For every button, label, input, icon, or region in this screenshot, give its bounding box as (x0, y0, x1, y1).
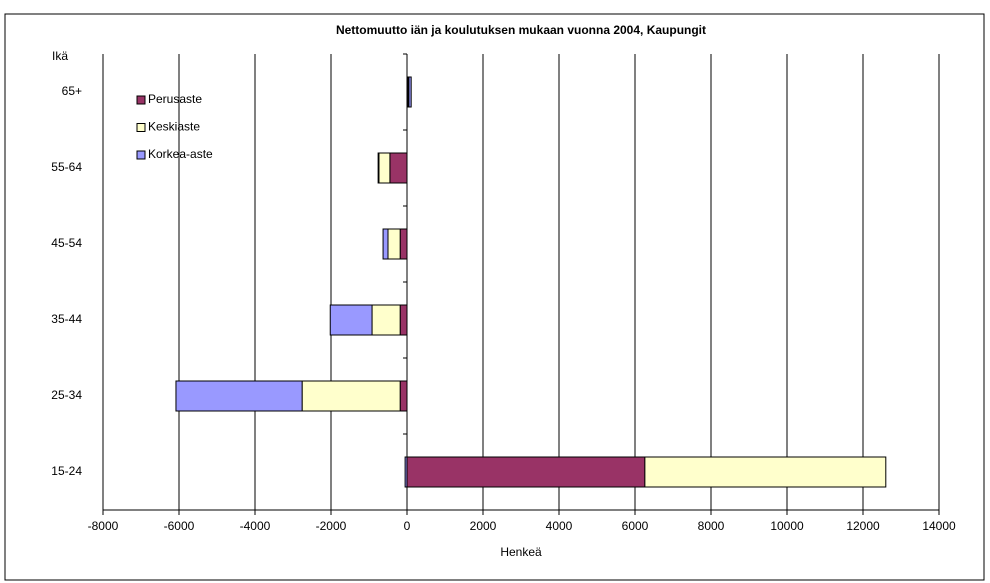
x-tick-label: 4000 (546, 519, 573, 533)
x-tick-label: 6000 (622, 519, 649, 533)
bar (404, 456, 408, 488)
x-tick-label: 8000 (698, 519, 725, 533)
bar (399, 304, 408, 336)
bar (387, 228, 401, 260)
x-tick-label: 12000 (846, 519, 880, 533)
bar (329, 304, 373, 336)
bar (301, 380, 401, 412)
legend-label: Korkea-aste (148, 147, 213, 161)
bar (389, 152, 408, 184)
y-tick-label: 45-54 (51, 236, 82, 250)
bar (377, 152, 380, 184)
x-tick-label: 10000 (770, 519, 804, 533)
bar (371, 304, 401, 336)
bar (399, 380, 408, 412)
y-axis-label: Ikä (52, 49, 68, 63)
chart-title: Nettomuutto iän ja koulutuksen mukaan vu… (336, 23, 706, 37)
bar (644, 456, 887, 488)
legend-label: Perusaste (148, 92, 202, 106)
x-tick-label: -2000 (316, 519, 347, 533)
bar (175, 380, 303, 412)
x-axis-label: Henkeä (500, 545, 542, 559)
x-tick-label: 2000 (470, 519, 497, 533)
x-tick-label: 14000 (922, 519, 956, 533)
bar (399, 228, 408, 260)
legend-swatch (136, 123, 146, 132)
y-tick-label: 55-64 (51, 160, 82, 174)
legend-label: Keskiaste (148, 120, 200, 134)
y-tick-label: 65+ (62, 84, 82, 98)
legend-swatch (136, 150, 146, 160)
x-tick-label: -6000 (164, 519, 195, 533)
x-tick-label: 0 (404, 519, 411, 533)
y-tick-label: 35-44 (51, 312, 82, 326)
x-tick-label: -8000 (88, 519, 119, 533)
legend-swatch (136, 95, 146, 105)
bar (406, 456, 646, 488)
y-tick-label: 15-24 (51, 464, 82, 478)
bar (408, 76, 412, 108)
bar (378, 152, 391, 184)
bar (382, 228, 389, 260)
y-tick-label: 25-34 (51, 388, 82, 402)
x-tick-label: -4000 (240, 519, 271, 533)
